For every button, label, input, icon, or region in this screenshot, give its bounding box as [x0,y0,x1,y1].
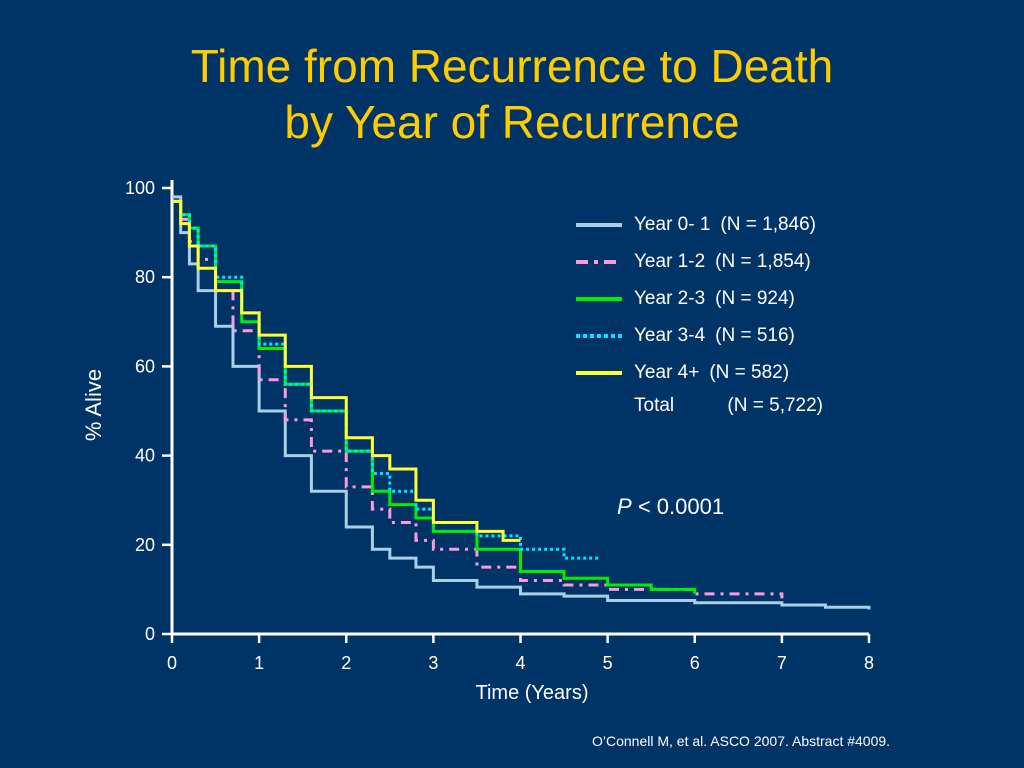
y-axis-title: % Alive [81,368,106,442]
x-tick-label-7: 7 [777,653,787,673]
legend-swatch [576,333,622,338]
legend-item: Year 0- 1 (N = 1,846) [576,206,823,243]
y-tick-label-60: 60 [135,356,155,376]
legend-swatch [576,296,622,301]
legend-label: Year 0- 1 [634,213,711,235]
x-axis-title: Time (Years) [475,682,589,704]
series-line-2 [172,199,784,599]
legend-total-count: (N = 5,722) [727,395,823,416]
title-line-1: Time from Recurrence to Death [190,40,834,92]
legend-count: (N = 1,846) [720,213,816,235]
legend-swatch [576,222,622,227]
legend-count: (N = 1,854) [715,250,811,272]
p-value: P < 0.0001 [617,494,724,520]
legend-label: Year 1-2 [634,250,706,272]
legend-label: Year 3-4 [634,324,706,346]
x-tick-label-0: 0 [167,653,177,673]
legend-swatch [576,259,622,264]
title-line-2: by Year of Recurrence [284,96,740,148]
x-tick-label-4: 4 [515,653,525,673]
series-line-4 [172,199,601,561]
x-tick-label-6: 6 [690,653,700,673]
y-tick-label-20: 20 [135,535,155,555]
p-value-symbol: P [617,494,632,519]
legend-label: Year 2-3 [634,287,706,309]
legend-count: (N = 582) [709,361,790,383]
x-tick-label-8: 8 [864,653,874,673]
legend-count: (N = 924) [715,287,795,309]
y-tick-label-0: 0 [145,624,155,644]
slide-title: Time from Recurrence to Death by Year of… [0,38,1024,150]
series-line-5 [172,199,521,542]
legend-total: Total (N = 5,722) [576,395,823,417]
x-tick-label-2: 2 [341,653,351,673]
y-tick-label-100: 100 [125,178,155,198]
citation: O’Connell M, et al. ASCO 2007. Abstract … [592,733,891,749]
legend-item: Year 3-4 (N = 516) [576,317,823,354]
legend-total-label: Total [634,395,675,416]
p-value-text: < 0.0001 [637,494,725,519]
legend-item: Year 1-2 (N = 1,854) [576,243,823,280]
legend-item: Year 2-3 (N = 924) [576,280,823,317]
x-tick-label-5: 5 [603,653,613,673]
legend-label: Year 4+ [634,361,700,383]
legend-swatch [576,370,622,375]
legend-count: (N = 516) [715,324,795,346]
chart-legend: Year 0- 1 (N = 1,846) Year 1-2 (N = 1,854) Y… [576,206,823,417]
y-tick-label-80: 80 [135,267,155,287]
legend-item: Year 4+ (N = 582) [576,354,823,391]
x-tick-label-3: 3 [428,653,438,673]
y-tick-label-40: 40 [135,446,155,466]
x-tick-label-1: 1 [254,653,264,673]
